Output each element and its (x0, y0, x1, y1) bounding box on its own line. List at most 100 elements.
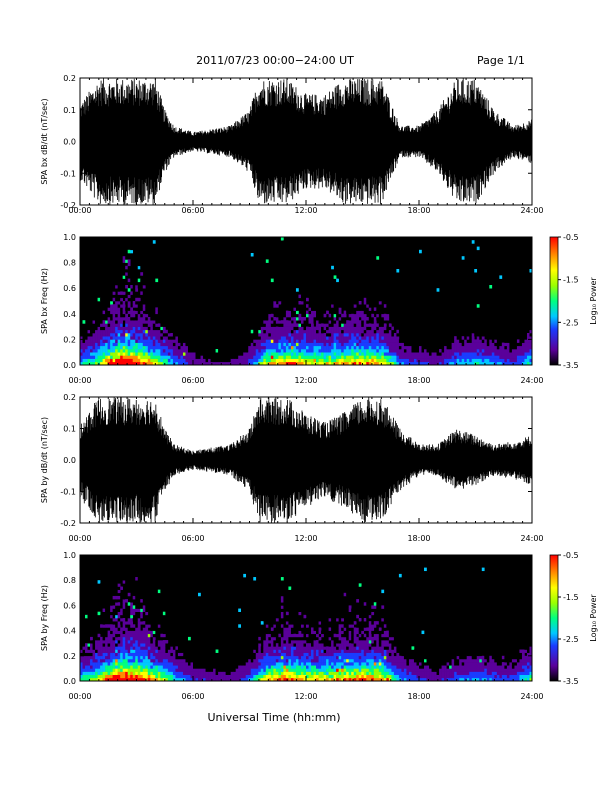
spectrogram-cell (313, 567, 317, 572)
spectrogram-cell (185, 655, 189, 660)
spectrogram-cell (117, 586, 121, 590)
spectrogram-cell (115, 275, 118, 279)
spectrogram-cell (170, 668, 174, 672)
spectrogram-cell (250, 342, 254, 347)
spectrogram-cell (321, 671, 324, 675)
spectrogram-cell (321, 658, 324, 663)
spectrogram-cell (150, 317, 154, 321)
spectrogram-cell (87, 333, 91, 337)
spectrogram-cell (120, 627, 123, 631)
spectrogram-cell (112, 668, 116, 672)
spectrogram-cell (471, 240, 475, 244)
spectrogram-cell (233, 361, 236, 366)
spectrogram-cell (97, 652, 101, 657)
spectrogram-cell (373, 329, 377, 334)
spectrogram-cell (195, 349, 199, 353)
spectrogram-cell (130, 646, 134, 650)
spectrogram-cell (260, 355, 264, 359)
spectrogram-cell (135, 285, 139, 289)
spectrogram-cell (177, 665, 181, 669)
spectrogram-cell (137, 630, 141, 635)
spectrogram-cell (258, 320, 262, 324)
spectrogram-cell (308, 573, 312, 578)
spectrogram-cell (268, 630, 272, 635)
spectrogram-cell (205, 668, 209, 672)
spectrogram-cell (366, 345, 370, 350)
spectrogram-cell (499, 349, 503, 353)
spectrogram-cell (331, 349, 334, 353)
spectrogram-cell (499, 352, 503, 356)
spectrogram-cell (338, 323, 342, 327)
spectrogram-cell (90, 361, 93, 366)
spectrogram-cell (160, 333, 164, 337)
spectrogram-cell (243, 345, 247, 350)
spectrogram-cell (356, 349, 360, 353)
spectrogram-cell (87, 326, 91, 331)
x-tick-label: 24:00 (520, 206, 543, 215)
spectrogram-cell (306, 643, 309, 647)
spectrogram-cell (102, 577, 106, 581)
spectrogram-cell (127, 671, 131, 675)
spectrogram-cell (180, 677, 184, 682)
spectrogram-cell (313, 643, 317, 647)
spectrogram-cell (298, 329, 302, 334)
spectrogram-cell (373, 349, 377, 353)
spectrogram-cell (313, 624, 317, 628)
spectrogram-cell (157, 630, 161, 635)
spectrogram-cell (112, 256, 116, 260)
spectrogram-cell (361, 349, 365, 353)
spectrogram-cell (328, 646, 332, 650)
spectrogram-cell (321, 275, 324, 279)
spectrogram-cell (469, 361, 473, 366)
spectrogram-cell (290, 573, 294, 578)
spectrogram-cell (157, 643, 161, 647)
spectrogram-cell (167, 662, 171, 666)
spectrogram-cell (481, 352, 485, 356)
spectrogram-cell (311, 674, 314, 679)
spectrogram-cell (135, 640, 139, 644)
spectrogram-cell (316, 652, 319, 657)
spectrogram-cell (122, 640, 126, 644)
spectrogram-cell (268, 361, 272, 366)
spectrogram-cell (198, 674, 201, 679)
spectrogram-cell (170, 320, 174, 324)
spectrogram-cell (313, 310, 317, 315)
spectrogram-cell (401, 345, 405, 350)
spectrogram-cell (112, 288, 116, 292)
spectrogram-cell (245, 662, 249, 666)
spectrogram-cell (326, 336, 329, 340)
spectrogram-cell (338, 320, 342, 324)
spectrogram-cell (529, 358, 533, 363)
spectrogram-cell (157, 671, 161, 675)
spectrogram-cell (127, 355, 131, 359)
spectrogram-cell (311, 352, 314, 356)
spectrogram-cell (107, 640, 111, 644)
spectrogram-cell (177, 674, 181, 679)
spectrogram-cell (469, 358, 473, 363)
spectrogram-cell (85, 643, 88, 647)
spectrogram-cell (311, 336, 314, 340)
spectrogram-cell (270, 658, 274, 663)
spectrogram-cell (368, 307, 372, 311)
spectrogram-cell (248, 349, 252, 353)
spectrogram-cell (265, 361, 269, 366)
spectrogram-cell (162, 649, 166, 653)
spectrogram-cell (283, 317, 287, 321)
spectrogram-cell (210, 358, 214, 363)
spectrogram-cell (396, 329, 400, 334)
spectrogram-cell (275, 333, 279, 337)
spectrogram-cell (358, 256, 362, 260)
spectrogram-cell (117, 608, 121, 612)
spectrogram-cell (476, 310, 480, 315)
spectrogram-cell (436, 288, 440, 292)
spectrogram-cell (356, 329, 360, 334)
spectrogram-cell (263, 636, 267, 641)
spectrogram-cell (265, 323, 269, 327)
spectrogram-cell (150, 339, 154, 343)
spectrogram-cell (285, 630, 289, 635)
spectrogram-cell (142, 624, 146, 628)
spectrogram-cell (110, 595, 113, 600)
spectrogram-cell (132, 649, 136, 653)
spectrogram-cell (323, 307, 327, 311)
spectrogram-cell (489, 339, 493, 343)
